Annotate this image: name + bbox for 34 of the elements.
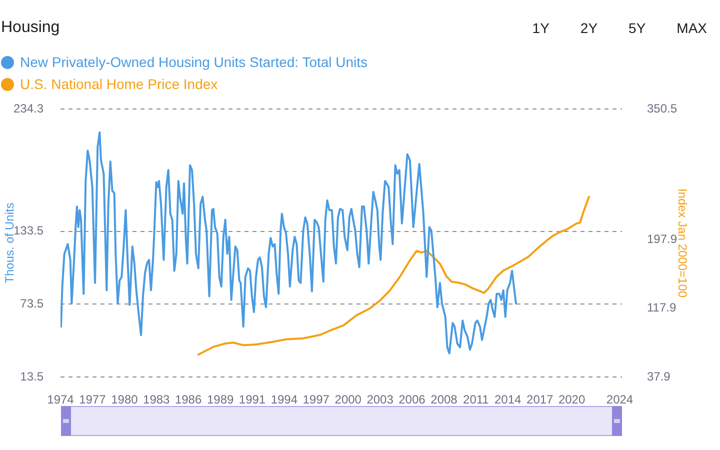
legend-label: New Privately-Owned Housing Units Started: Total Units: [20, 53, 368, 71]
text: MAX: [676, 19, 707, 38]
x-tick-label: 1983: [143, 392, 170, 407]
x-tick-label: 1997: [302, 392, 330, 407]
x-tick-label: 1989: [206, 392, 234, 407]
x-tick-label: 2008: [430, 392, 458, 407]
y2-tick-label: 117.9: [647, 300, 676, 315]
x-tick-label: 1991: [238, 392, 266, 407]
text: 2Y: [580, 19, 598, 38]
x-tick-label: 2003: [366, 392, 394, 407]
x-tick-label: 1980: [111, 392, 138, 407]
legend-label: U.S. National Home Price Index: [20, 75, 218, 93]
x-tick-label: 1974: [47, 392, 74, 407]
x-tick-label: 1994: [270, 392, 298, 407]
x-tick-label: 2020: [558, 392, 586, 407]
y2-tick-label: 37.9: [647, 369, 671, 384]
y2-tick-label: 197.9: [647, 232, 678, 246]
x-tick-label: 2024: [606, 392, 634, 407]
text: 1Y: [532, 19, 550, 38]
x-tick-label: 1977: [79, 392, 106, 407]
x-tick-label: 2014: [494, 392, 522, 407]
x-tick-label: 1986: [174, 392, 202, 407]
y-tick-label: 234.3: [13, 101, 44, 116]
y-tick-label: 133.5: [13, 224, 44, 238]
y2-tick-label: 350.5: [647, 101, 678, 116]
y2-axis-title: Index Jan 2000=100: [675, 188, 690, 298]
chart-title: Housing: [1, 18, 60, 38]
x-tick-label: 2017: [526, 392, 554, 407]
y-tick-label: 73.5: [20, 296, 44, 310]
x-tick-label: 2011: [463, 392, 490, 407]
x-tick-label: 2000: [334, 392, 362, 407]
x-tick-label: 2006: [398, 392, 426, 407]
text: 5Y: [628, 19, 646, 38]
y-tick-label: 13.5: [20, 369, 44, 384]
